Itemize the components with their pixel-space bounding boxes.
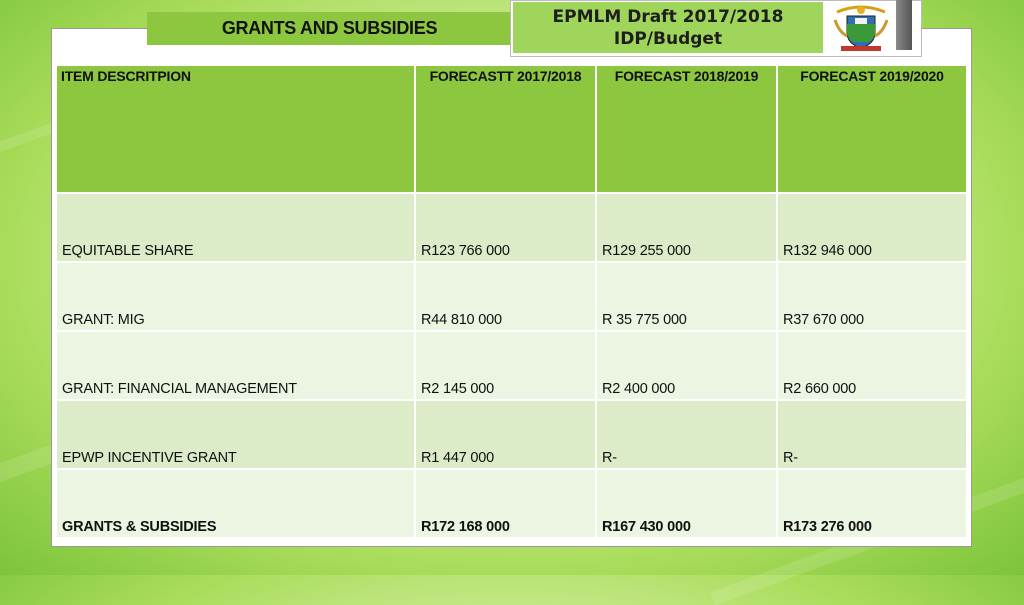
section-title: GRANTS AND SUBSIDIES bbox=[221, 18, 438, 38]
column-header: ITEM DESCRITPION bbox=[57, 66, 414, 192]
column-header: FORECASTT 2017/2018 bbox=[416, 66, 595, 192]
document-title-line1: EPMLM Draft 2017/2018 bbox=[552, 6, 784, 27]
logo-side-bar bbox=[896, 0, 912, 50]
table-cell: R44 810 000 bbox=[416, 263, 595, 330]
table-total-row: GRANTS & SUBSIDIES R172 168 000 R167 430… bbox=[57, 470, 966, 537]
table-row: GRANT: FINANCIAL MANAGEMENT R2 145 000 R… bbox=[57, 332, 966, 399]
table-cell: R167 430 000 bbox=[597, 470, 776, 537]
table-cell: R2 400 000 bbox=[597, 332, 776, 399]
table-cell: R1 447 000 bbox=[416, 401, 595, 468]
municipal-coat-of-arms-icon bbox=[833, 5, 889, 51]
table-cell: R129 255 000 bbox=[597, 194, 776, 261]
table-header-row: ITEM DESCRITPION FORECASTT 2017/2018 FOR… bbox=[57, 66, 966, 192]
document-title: EPMLM Draft 2017/2018 IDP/Budget bbox=[513, 2, 823, 53]
table-cell: GRANT: FINANCIAL MANAGEMENT bbox=[57, 332, 414, 399]
table-cell: R37 670 000 bbox=[778, 263, 966, 330]
document-title-line2: IDP/Budget bbox=[613, 28, 723, 49]
table-cell: R123 766 000 bbox=[416, 194, 595, 261]
table-row: EQUITABLE SHARE R123 766 000 R129 255 00… bbox=[57, 194, 966, 261]
table-cell: R2 145 000 bbox=[416, 332, 595, 399]
grants-table: ITEM DESCRITPION FORECASTT 2017/2018 FOR… bbox=[55, 64, 968, 539]
table-cell: EPWP INCENTIVE GRANT bbox=[57, 401, 414, 468]
table-row: GRANT: MIG R44 810 000 R 35 775 000 R37 … bbox=[57, 263, 966, 330]
table-cell: R- bbox=[597, 401, 776, 468]
section-title-band bbox=[147, 12, 539, 45]
table-cell: R2 660 000 bbox=[778, 332, 966, 399]
table-cell: R- bbox=[778, 401, 966, 468]
table-cell: EQUITABLE SHARE bbox=[57, 194, 414, 261]
table-cell: R 35 775 000 bbox=[597, 263, 776, 330]
table-row: EPWP INCENTIVE GRANT R1 447 000 R- R- bbox=[57, 401, 966, 468]
table-cell: GRANTS & SUBSIDIES bbox=[57, 470, 414, 537]
table-cell: R173 276 000 bbox=[778, 470, 966, 537]
column-header: FORECAST 2019/2020 bbox=[778, 66, 966, 192]
column-header: FORECAST 2018/2019 bbox=[597, 66, 776, 192]
table-cell: GRANT: MIG bbox=[57, 263, 414, 330]
table-cell: R172 168 000 bbox=[416, 470, 595, 537]
table-cell: R132 946 000 bbox=[778, 194, 966, 261]
